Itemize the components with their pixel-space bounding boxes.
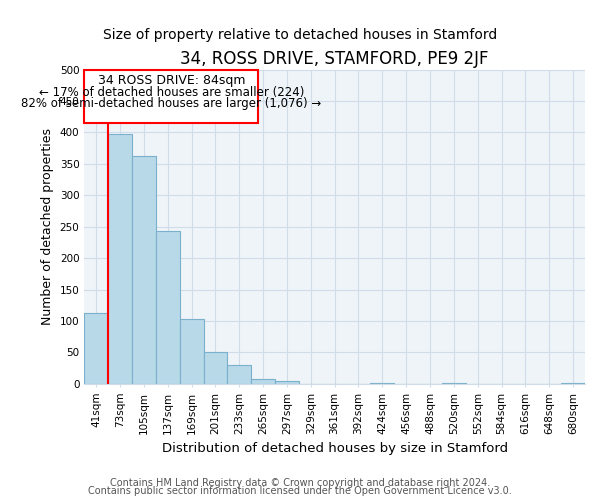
Bar bbox=[156, 230, 179, 384]
Text: 34 ROSS DRIVE: 84sqm: 34 ROSS DRIVE: 84sqm bbox=[98, 74, 245, 87]
Text: Size of property relative to detached houses in Stamford: Size of property relative to detached ho… bbox=[103, 28, 497, 42]
Bar bbox=[251, 379, 275, 384]
Text: 82% of semi-detached houses are larger (1,076) →: 82% of semi-detached houses are larger (… bbox=[21, 97, 322, 110]
Bar bbox=[275, 381, 299, 384]
Bar bbox=[561, 382, 585, 384]
Bar bbox=[179, 319, 203, 384]
Text: Contains HM Land Registry data © Crown copyright and database right 2024.: Contains HM Land Registry data © Crown c… bbox=[110, 478, 490, 488]
Bar bbox=[132, 156, 156, 384]
X-axis label: Distribution of detached houses by size in Stamford: Distribution of detached houses by size … bbox=[161, 442, 508, 455]
Text: ← 17% of detached houses are smaller (224): ← 17% of detached houses are smaller (22… bbox=[38, 86, 304, 99]
FancyBboxPatch shape bbox=[85, 70, 259, 123]
Bar bbox=[203, 352, 227, 384]
Y-axis label: Number of detached properties: Number of detached properties bbox=[41, 128, 54, 325]
Bar bbox=[108, 134, 132, 384]
Text: Contains public sector information licensed under the Open Government Licence v3: Contains public sector information licen… bbox=[88, 486, 512, 496]
Title: 34, ROSS DRIVE, STAMFORD, PE9 2JF: 34, ROSS DRIVE, STAMFORD, PE9 2JF bbox=[181, 50, 489, 68]
Bar bbox=[442, 382, 466, 384]
Bar bbox=[85, 314, 108, 384]
Bar bbox=[227, 365, 251, 384]
Bar bbox=[370, 382, 394, 384]
